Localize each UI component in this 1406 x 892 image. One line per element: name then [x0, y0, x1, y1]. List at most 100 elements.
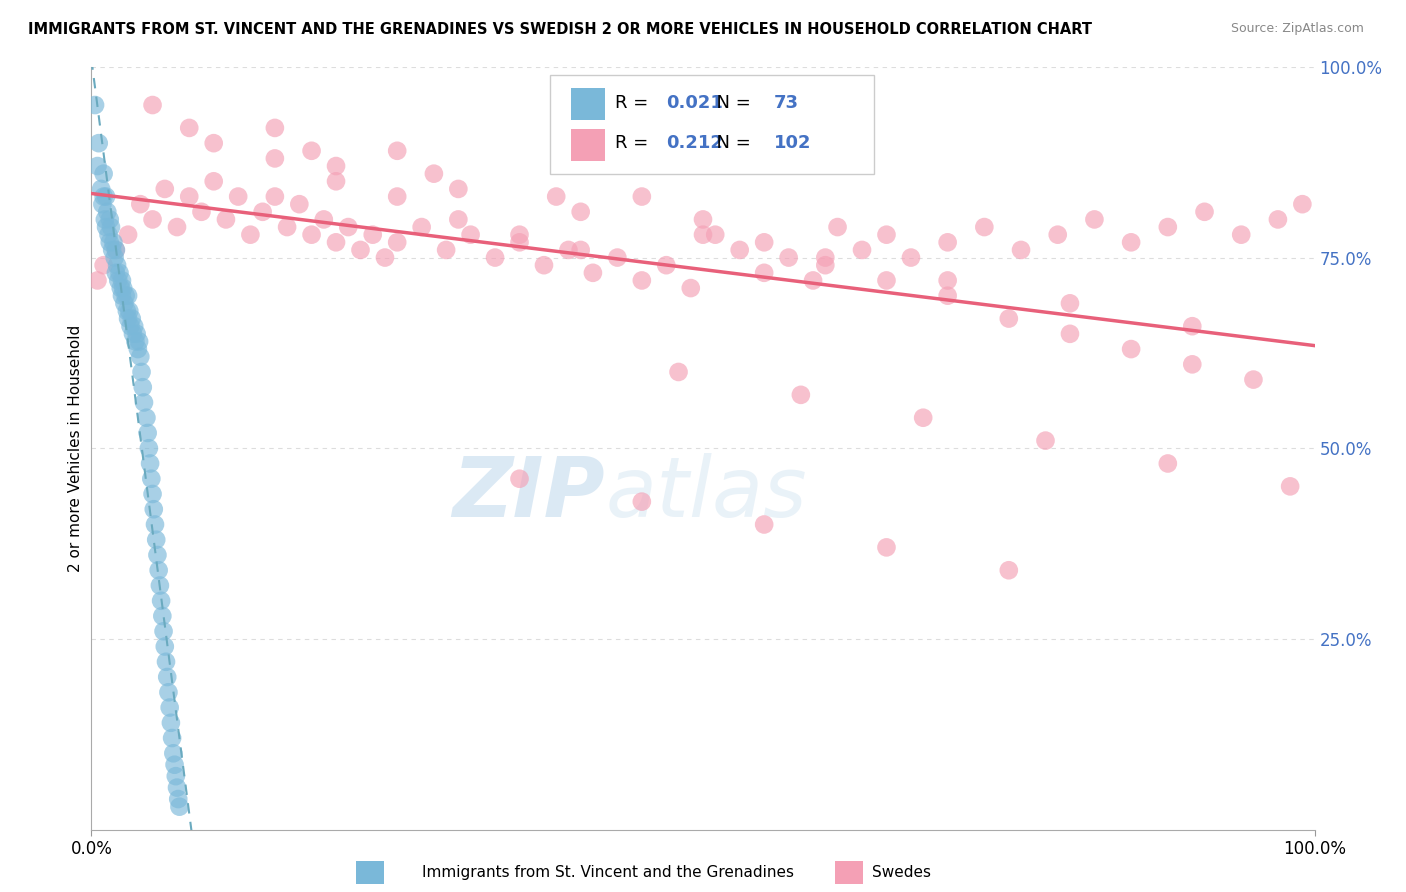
- Point: [447, 212, 470, 227]
- Point: [148, 563, 170, 577]
- Point: [103, 235, 125, 250]
- Point: [143, 517, 166, 532]
- Point: [276, 220, 298, 235]
- Point: [509, 227, 531, 242]
- Point: [166, 780, 188, 795]
- Point: [104, 243, 127, 257]
- Point: [936, 235, 959, 250]
- Point: [312, 212, 335, 227]
- Point: [704, 227, 727, 242]
- Point: [86, 159, 108, 173]
- Point: [145, 533, 167, 547]
- Point: [998, 563, 1021, 577]
- Text: Immigrants from St. Vincent and the Grenadines: Immigrants from St. Vincent and the Gren…: [422, 865, 794, 880]
- Point: [385, 144, 409, 158]
- Point: [93, 189, 115, 203]
- Text: 0.212: 0.212: [666, 134, 723, 153]
- Point: [728, 243, 751, 257]
- Point: [1059, 296, 1081, 310]
- Point: [100, 220, 122, 235]
- Point: [98, 235, 121, 250]
- Point: [546, 189, 568, 203]
- Point: [169, 799, 191, 814]
- Point: [239, 227, 262, 242]
- Point: [84, 98, 107, 112]
- Point: [105, 258, 128, 272]
- Point: [122, 326, 145, 341]
- Point: [252, 204, 274, 219]
- Point: [129, 350, 152, 364]
- Point: [998, 311, 1021, 326]
- Point: [125, 326, 148, 341]
- Point: [179, 189, 201, 203]
- Point: [655, 258, 678, 272]
- Point: [447, 182, 470, 196]
- Point: [128, 334, 150, 349]
- Text: N =: N =: [706, 94, 756, 112]
- Text: Source: ZipAtlas.com: Source: ZipAtlas.com: [1230, 22, 1364, 36]
- Point: [190, 204, 212, 219]
- Point: [631, 494, 654, 508]
- Point: [1279, 479, 1302, 493]
- Point: [973, 220, 995, 235]
- Point: [606, 251, 628, 265]
- Y-axis label: 2 or more Vehicles in Household: 2 or more Vehicles in Household: [67, 325, 83, 572]
- Point: [97, 227, 120, 242]
- Point: [900, 251, 922, 265]
- Point: [754, 235, 776, 250]
- Point: [150, 594, 173, 608]
- Point: [117, 311, 139, 326]
- Point: [120, 319, 142, 334]
- Point: [301, 227, 323, 242]
- Point: [129, 197, 152, 211]
- Point: [153, 640, 176, 654]
- Point: [98, 212, 121, 227]
- Point: [107, 273, 129, 287]
- Point: [90, 182, 112, 196]
- Point: [93, 258, 115, 272]
- Point: [423, 167, 446, 181]
- Point: [288, 197, 311, 211]
- Point: [96, 204, 118, 219]
- Point: [165, 769, 187, 783]
- Point: [569, 243, 592, 257]
- Point: [202, 136, 225, 150]
- Point: [1157, 457, 1180, 471]
- Point: [264, 152, 287, 166]
- Point: [264, 120, 287, 135]
- Point: [385, 189, 409, 203]
- Point: [157, 685, 180, 699]
- Point: [117, 227, 139, 242]
- Point: [141, 98, 163, 112]
- Point: [778, 251, 800, 265]
- Point: [114, 289, 136, 303]
- Point: [692, 227, 714, 242]
- Point: [1046, 227, 1069, 242]
- Point: [569, 204, 592, 219]
- Point: [533, 258, 555, 272]
- Text: 0.021: 0.021: [666, 94, 723, 112]
- Point: [138, 441, 160, 455]
- Point: [94, 189, 117, 203]
- Point: [264, 189, 287, 203]
- Text: 73: 73: [773, 94, 799, 112]
- Point: [814, 258, 837, 272]
- Point: [509, 235, 531, 250]
- Text: IMMIGRANTS FROM ST. VINCENT AND THE GRENADINES VS SWEDISH 2 OR MORE VEHICLES IN : IMMIGRANTS FROM ST. VINCENT AND THE GREN…: [28, 22, 1092, 37]
- Point: [135, 410, 157, 425]
- Point: [166, 220, 188, 235]
- Point: [1121, 235, 1143, 250]
- Point: [162, 746, 184, 760]
- Point: [179, 120, 201, 135]
- Point: [117, 289, 139, 303]
- Point: [936, 289, 959, 303]
- Point: [159, 700, 181, 714]
- Point: [131, 365, 153, 379]
- Point: [111, 289, 134, 303]
- Point: [1121, 342, 1143, 356]
- Point: [136, 425, 159, 440]
- Point: [121, 311, 143, 326]
- Point: [1194, 204, 1216, 219]
- Point: [86, 273, 108, 287]
- Point: [104, 266, 127, 280]
